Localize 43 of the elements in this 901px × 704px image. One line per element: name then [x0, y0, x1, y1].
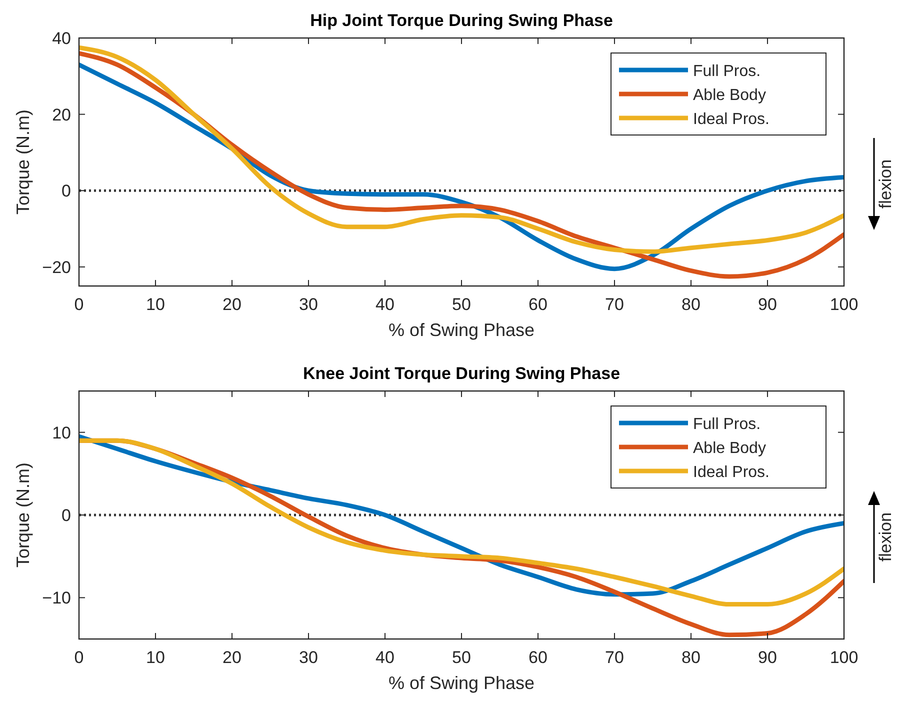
x-tick-label: 100 [830, 648, 858, 667]
y-tick-label: 0 [62, 506, 71, 525]
chart-title: Knee Joint Torque During Swing Phase [302, 364, 620, 383]
x-tick-label: 60 [528, 295, 548, 314]
legend-label: Full Pros. [693, 63, 761, 80]
x-tick-label: 100 [830, 295, 858, 314]
legend-label: Ideal Pros. [693, 464, 770, 481]
text: flexion [876, 512, 895, 562]
y-tick-label: −20 [42, 258, 71, 277]
x-tick-label: 70 [605, 648, 624, 667]
x-tick-label: 10 [146, 648, 165, 667]
x-tick-label: 20 [222, 295, 242, 314]
x-tick-label: 70 [605, 295, 624, 314]
x-tick-label: 90 [758, 648, 777, 667]
x-tick-label: 90 [758, 295, 777, 314]
legend-label: Full Pros. [693, 416, 761, 433]
x-tick-label: 40 [376, 648, 394, 667]
y-tick-label: 0 [62, 182, 71, 201]
chart-title: Hip Joint Torque During Swing Phase [310, 11, 613, 30]
y-axis-title: Torque (N.m) [13, 462, 33, 568]
x-tick-label: 30 [299, 295, 318, 314]
y-tick-label: 40 [52, 29, 71, 48]
legend-label: Able Body [693, 440, 766, 457]
y-axis-title: Torque (N.m) [13, 109, 33, 215]
x-axis-title: % of Swing Phase [388, 673, 535, 693]
x-tick-label: 50 [452, 295, 471, 314]
y-tick-label: 10 [52, 423, 71, 442]
x-tick-label: 80 [682, 648, 700, 667]
x-tick-label: 50 [452, 648, 471, 667]
x-tick-label: 0 [74, 295, 84, 314]
x-axis-title: % of Swing Phase [388, 320, 535, 340]
x-tick-label: 40 [376, 295, 394, 314]
text: flexion [876, 159, 895, 209]
legend-label: Able Body [693, 87, 766, 104]
x-tick-label: 0 [74, 648, 84, 667]
x-tick-label: 30 [299, 648, 318, 667]
x-tick-label: 60 [528, 648, 548, 667]
y-tick-label: −10 [42, 588, 71, 608]
x-tick-label: 20 [222, 648, 242, 667]
x-tick-label: 10 [146, 295, 165, 314]
y-tick-label: 20 [52, 105, 71, 124]
legend-label: Ideal Pros. [693, 111, 770, 128]
x-tick-label: 80 [682, 295, 700, 314]
